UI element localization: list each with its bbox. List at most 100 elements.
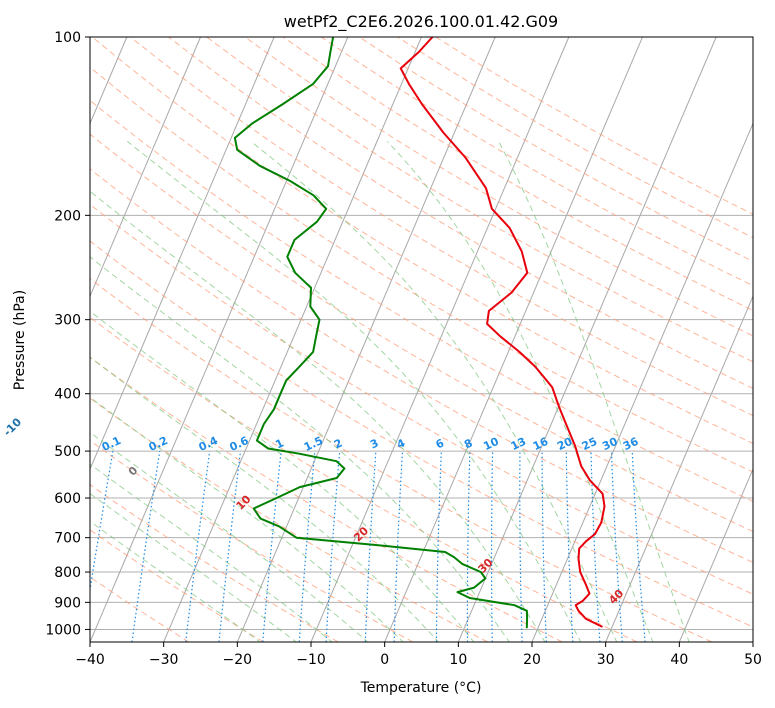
x-tick-label: −20 xyxy=(223,652,253,668)
mixing-ratio-label: 30 xyxy=(600,435,620,453)
isotherm-line xyxy=(457,37,717,642)
y-tick-label: 300 xyxy=(54,313,81,329)
mixing-ratio-label: 2 xyxy=(332,436,344,451)
mixing-ratio-label: 16 xyxy=(531,435,551,453)
dry-adiabat-line xyxy=(90,203,753,595)
mixing-ratio-line xyxy=(466,451,471,642)
dry-adiabat-line xyxy=(435,37,753,215)
mixing-ratio-line xyxy=(185,451,211,642)
dry-adiabat-line xyxy=(90,440,414,642)
isotherm-line xyxy=(236,37,496,642)
mixing-ratio-label: 36 xyxy=(621,435,641,453)
moist-adiabat-line xyxy=(250,140,618,642)
isotherm-line xyxy=(678,467,753,642)
mixing-ratio-label: 4 xyxy=(395,436,408,451)
mixing-ratio-line xyxy=(565,451,574,642)
grid-lines xyxy=(90,37,753,630)
dry-adiabat-line xyxy=(90,133,753,533)
mixing-ratio-line xyxy=(631,451,646,642)
sounding-profiles xyxy=(233,37,606,629)
dry-adiabat-label: -10 xyxy=(1,415,24,438)
dry-adiabat-line xyxy=(130,37,753,417)
mixing-ratio-line xyxy=(519,451,523,642)
moist-adiabat-line xyxy=(90,431,369,642)
x-axis-label: Temperature (°C) xyxy=(360,680,482,696)
x-tick-label: 30 xyxy=(597,652,615,668)
dry-adiabat-lines xyxy=(90,37,753,642)
temperature-profile-line xyxy=(399,37,606,628)
dry-adiabat-label: 10 xyxy=(234,492,254,512)
x-tick-label: 40 xyxy=(670,652,688,668)
isotherm-line xyxy=(90,37,275,471)
dry-adiabat-line xyxy=(90,483,339,642)
isotherm-line xyxy=(90,37,201,298)
dry-adiabat-line xyxy=(168,37,753,389)
dry-adiabat-line xyxy=(282,37,753,312)
isotherm-line xyxy=(531,122,753,642)
x-tick-label: −10 xyxy=(296,652,326,668)
y-axis-ticks: 100 200 300 400 500 600 700 800 900 1000 xyxy=(45,30,90,638)
mixing-ratio-label: 3 xyxy=(368,436,380,451)
dry-adiabat-line xyxy=(91,37,753,445)
x-tick-label: −40 xyxy=(75,652,105,668)
moist-adiabat-lines xyxy=(90,140,690,642)
y-tick-label: 700 xyxy=(54,531,81,547)
moist-adiabat-line xyxy=(498,141,690,642)
isotherm-line xyxy=(163,37,422,642)
dry-adiabat-label: 40 xyxy=(606,587,626,607)
y-tick-label: 500 xyxy=(54,444,81,460)
dry-adiabat-line xyxy=(90,240,753,628)
moist-adiabat-line xyxy=(90,493,298,642)
y-tick-label: 800 xyxy=(54,565,81,581)
x-tick-label: 50 xyxy=(744,652,762,668)
mixing-ratio-label: 20 xyxy=(555,435,575,453)
dry-adiabat-line xyxy=(90,529,264,642)
y-axis-label: Pressure (hPa) xyxy=(12,290,28,390)
mixing-ratio-line xyxy=(298,451,316,642)
moist-adiabat-line xyxy=(90,520,262,642)
dry-adiabat-line xyxy=(90,316,638,642)
dewpoint-profile-line xyxy=(233,37,529,629)
mixing-ratio-line xyxy=(262,451,282,642)
mixing-ratio-line xyxy=(364,451,377,642)
plot-frame xyxy=(89,36,754,643)
y-tick-label: 900 xyxy=(54,595,81,611)
y-tick-label: 600 xyxy=(54,491,81,507)
x-tick-label: 20 xyxy=(523,652,541,668)
x-tick-label: 0 xyxy=(380,652,389,668)
chart-title: wetPf2_C2E6.2026.100.01.42.G09 xyxy=(284,12,558,32)
x-axis-ticks: −40 −30 −20 −10 0 10 20 30 40 50 xyxy=(75,642,762,668)
isotherm-line xyxy=(605,295,753,642)
moist-adiabat-line xyxy=(90,190,546,642)
x-tick-label: 10 xyxy=(449,652,467,668)
x-tick-label: −30 xyxy=(149,652,179,668)
y-tick-label: 400 xyxy=(54,387,81,403)
dry-adiabat-line xyxy=(90,576,190,642)
y-tick-label: 200 xyxy=(54,208,81,224)
mixing-ratio-line xyxy=(610,451,623,642)
mixing-ratio-line xyxy=(490,451,494,642)
mixing-ratio-line xyxy=(131,451,161,642)
mixing-ratio-label: 13 xyxy=(509,435,528,453)
mixing-ratio-lines xyxy=(90,450,646,642)
dry-adiabat-line xyxy=(244,37,753,337)
dry-adiabat-line xyxy=(90,99,753,502)
moist-adiabat-line xyxy=(386,140,654,642)
moist-adiabat-line xyxy=(126,140,582,642)
mixing-ratio-label: 10 xyxy=(481,435,501,453)
isotherm-line xyxy=(752,640,753,642)
mixing-ratio-line xyxy=(435,451,442,642)
moist-adiabat-line xyxy=(90,356,440,642)
line-labels: 0.10.20.40.611.52346810131620253036-100-… xyxy=(1,415,641,607)
dry-adiabat-label: 0 xyxy=(126,464,141,479)
isotherm-line xyxy=(90,37,349,642)
mixing-ratio-line xyxy=(590,451,601,642)
y-tick-label: 100 xyxy=(54,30,81,46)
dry-adiabat-line xyxy=(90,397,488,642)
dry-adiabat-line xyxy=(359,37,753,263)
moist-adiabat-line xyxy=(90,463,333,642)
mixing-ratio-line xyxy=(90,450,114,594)
isotherm-line xyxy=(384,37,643,642)
dry-adiabat-line xyxy=(90,278,712,642)
